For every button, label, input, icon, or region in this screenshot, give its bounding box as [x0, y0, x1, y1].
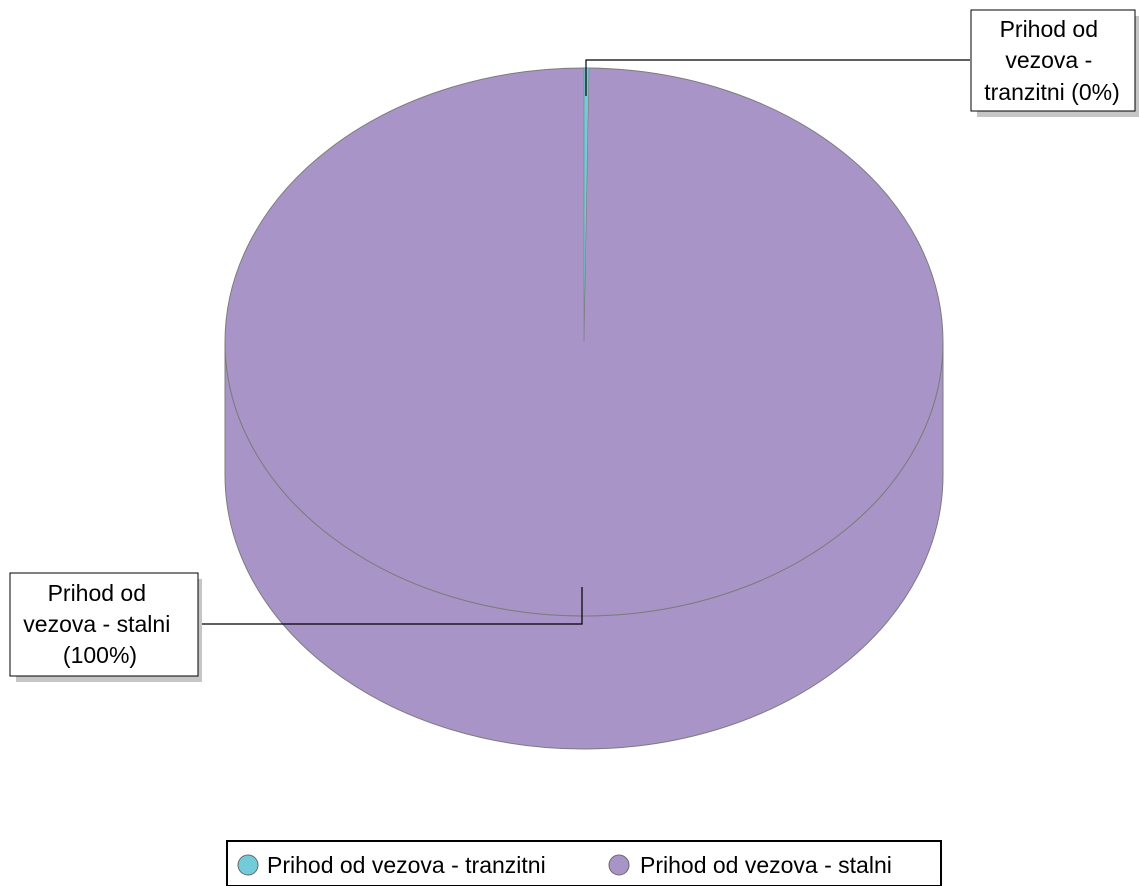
callout-tranzitni: Prihod od vezova - tranzitni (0%) — [585, 9, 1139, 117]
legend-border — [226, 840, 942, 886]
callout-stalni-line-1: Prihod od — [48, 580, 146, 606]
callout-stalni: Prihod od vezova - stalni (100%) — [9, 572, 583, 682]
legend: Prihod od vezova - tranzitni Prihod od v… — [226, 840, 942, 886]
legend-label-stalni: Prihod od vezova - stalni — [640, 852, 892, 878]
pie-body — [224, 67, 944, 750]
legend-marker-stalni — [608, 854, 630, 876]
callout-tranzitni-line-3: tranzitni (0%) — [984, 79, 1119, 105]
callout-tranzitni-leader — [585, 59, 970, 96]
callout-tranzitni-line-2: vezova - — [1005, 47, 1092, 73]
callout-tranzitni-box — [970, 9, 1136, 112]
legend-marker-tranzitni — [237, 854, 259, 876]
callout-tranzitni-line-1: Prihod od — [1000, 16, 1098, 42]
legend-label-tranzitni: Prihod od vezova - tranzitni — [267, 852, 546, 878]
callout-stalni-line-3: (100%) — [63, 642, 137, 668]
callout-stalni-leader — [198, 587, 583, 625]
svg-text:Prihod od vezova -: Prihod od vezova - tranzitni (0%) — [984, 16, 1119, 105]
svg-text:Prihod od vezova - staln: Prihod od vezova - stalni (100%) — [23, 580, 176, 668]
callout-stalni-box — [9, 572, 199, 677]
callout-stalni-line-2: vezova - stalni — [23, 611, 170, 637]
